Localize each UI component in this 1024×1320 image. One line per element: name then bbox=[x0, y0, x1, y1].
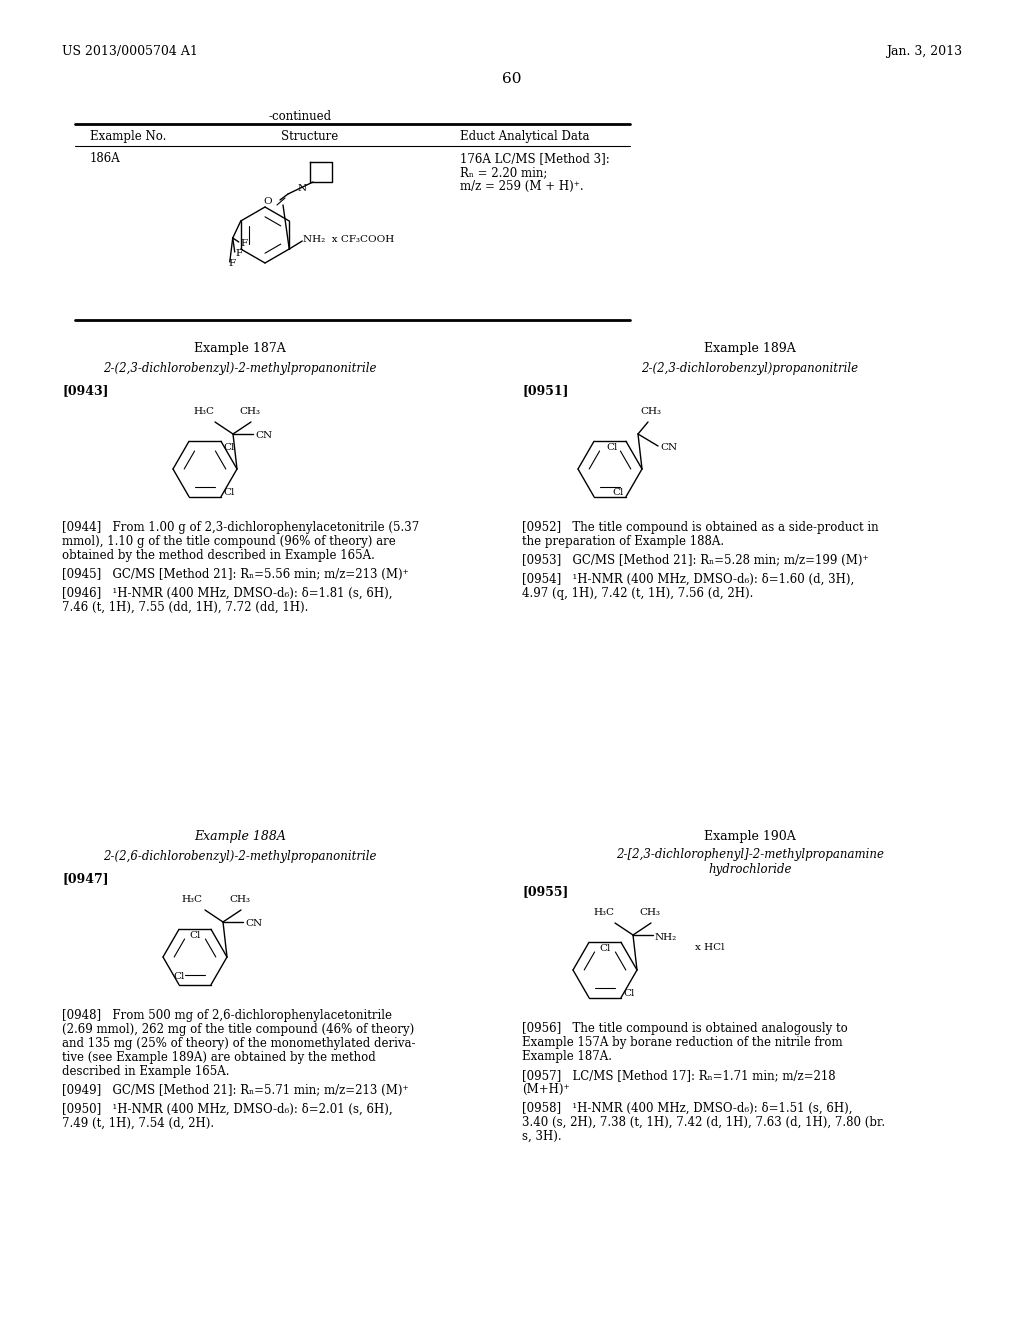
Text: [0948]   From 500 mg of 2,6-dichlorophenylacetonitrile: [0948] From 500 mg of 2,6-dichlorophenyl… bbox=[62, 1008, 392, 1022]
Text: N: N bbox=[297, 183, 306, 193]
Text: Educt Analytical Data: Educt Analytical Data bbox=[460, 129, 590, 143]
Text: 2-(2,3-dichlorobenzyl)propanonitrile: 2-(2,3-dichlorobenzyl)propanonitrile bbox=[641, 362, 858, 375]
Text: 186A: 186A bbox=[90, 152, 121, 165]
Text: Example No.: Example No. bbox=[90, 129, 166, 143]
Text: [0944]   From 1.00 g of 2,3-dichlorophenylacetonitrile (5.37: [0944] From 1.00 g of 2,3-dichlorophenyl… bbox=[62, 521, 419, 535]
Text: O: O bbox=[264, 198, 272, 206]
Text: H₃C: H₃C bbox=[193, 407, 214, 416]
Text: Structure: Structure bbox=[282, 129, 339, 143]
Text: 3.40 (s, 2H), 7.38 (t, 1H), 7.42 (d, 1H), 7.63 (d, 1H), 7.80 (br.: 3.40 (s, 2H), 7.38 (t, 1H), 7.42 (d, 1H)… bbox=[522, 1115, 885, 1129]
Text: 7.46 (t, 1H), 7.55 (dd, 1H), 7.72 (dd, 1H).: 7.46 (t, 1H), 7.55 (dd, 1H), 7.72 (dd, 1… bbox=[62, 601, 308, 614]
Text: F: F bbox=[236, 249, 243, 259]
Text: [0943]: [0943] bbox=[62, 384, 109, 397]
Text: CH₃: CH₃ bbox=[640, 407, 662, 416]
Text: Cl: Cl bbox=[623, 989, 635, 998]
Text: [0949]   GC/MS [Method 21]: Rₙ=5.71 min; m/z=213 (M)⁺: [0949] GC/MS [Method 21]: Rₙ=5.71 min; m… bbox=[62, 1084, 409, 1097]
Text: Cl: Cl bbox=[173, 973, 184, 981]
Text: F: F bbox=[241, 239, 248, 248]
Text: obtained by the method described in Example 165A.: obtained by the method described in Exam… bbox=[62, 549, 375, 562]
Text: hydrochloride: hydrochloride bbox=[709, 863, 792, 876]
Text: [0947]: [0947] bbox=[62, 873, 109, 884]
Text: Cl: Cl bbox=[606, 444, 617, 453]
Text: [0958]   ¹H-NMR (400 MHz, DMSO-d₆): δ=1.51 (s, 6H),: [0958] ¹H-NMR (400 MHz, DMSO-d₆): δ=1.51… bbox=[522, 1102, 853, 1115]
Text: [0950]   ¹H-NMR (400 MHz, DMSO-d₆): δ=2.01 (s, 6H),: [0950] ¹H-NMR (400 MHz, DMSO-d₆): δ=2.01… bbox=[62, 1104, 392, 1115]
Text: [0954]   ¹H-NMR (400 MHz, DMSO-d₆): δ=1.60 (d, 3H),: [0954] ¹H-NMR (400 MHz, DMSO-d₆): δ=1.60… bbox=[522, 573, 854, 586]
Text: 60: 60 bbox=[502, 73, 522, 86]
Text: Example 187A.: Example 187A. bbox=[522, 1049, 612, 1063]
Text: -continued: -continued bbox=[268, 110, 332, 123]
Text: [0955]: [0955] bbox=[522, 884, 568, 898]
Text: 2-(2,3-dichlorobenzyl)-2-methylpropanonitrile: 2-(2,3-dichlorobenzyl)-2-methylpropanoni… bbox=[103, 362, 377, 375]
Text: x HCl: x HCl bbox=[695, 942, 725, 952]
Text: tive (see Example 189A) are obtained by the method: tive (see Example 189A) are obtained by … bbox=[62, 1051, 376, 1064]
Text: CH₃: CH₃ bbox=[639, 908, 660, 917]
Text: [0951]: [0951] bbox=[522, 384, 568, 397]
Text: Cl: Cl bbox=[189, 932, 201, 940]
Text: s, 3H).: s, 3H). bbox=[522, 1130, 561, 1143]
Text: Jan. 3, 2013: Jan. 3, 2013 bbox=[886, 45, 962, 58]
Text: H₃C: H₃C bbox=[181, 895, 202, 904]
Text: [0952]   The title compound is obtained as a side-product in: [0952] The title compound is obtained as… bbox=[522, 521, 879, 535]
Text: Example 188A: Example 188A bbox=[195, 830, 286, 843]
Text: Example 187A: Example 187A bbox=[195, 342, 286, 355]
Text: and 135 mg (25% of theory) of the monomethylated deriva-: and 135 mg (25% of theory) of the monome… bbox=[62, 1038, 416, 1049]
Text: [0945]   GC/MS [Method 21]: Rₙ=5.56 min; m/z=213 (M)⁺: [0945] GC/MS [Method 21]: Rₙ=5.56 min; m… bbox=[62, 568, 409, 581]
Text: Example 189A: Example 189A bbox=[705, 342, 796, 355]
Text: [0953]   GC/MS [Method 21]: Rₙ=5.28 min; m/z=199 (M)⁺: [0953] GC/MS [Method 21]: Rₙ=5.28 min; m… bbox=[522, 554, 868, 568]
Text: NH₂  x CF₃COOH: NH₂ x CF₃COOH bbox=[303, 235, 394, 244]
Text: Cl: Cl bbox=[223, 488, 234, 498]
Text: CN: CN bbox=[660, 444, 677, 453]
Text: (2.69 mmol), 262 mg of the title compound (46% of theory): (2.69 mmol), 262 mg of the title compoun… bbox=[62, 1023, 415, 1036]
Text: 7.49 (t, 1H), 7.54 (d, 2H).: 7.49 (t, 1H), 7.54 (d, 2H). bbox=[62, 1117, 214, 1130]
Text: NH₂: NH₂ bbox=[655, 932, 677, 941]
Text: described in Example 165A.: described in Example 165A. bbox=[62, 1065, 229, 1078]
Text: [0957]   LC/MS [Method 17]: Rₙ=1.71 min; m/z=218: [0957] LC/MS [Method 17]: Rₙ=1.71 min; m… bbox=[522, 1069, 836, 1082]
Text: Rₙ = 2.20 min;: Rₙ = 2.20 min; bbox=[460, 166, 548, 180]
Text: m/z = 259 (M + H)⁺.: m/z = 259 (M + H)⁺. bbox=[460, 180, 584, 193]
Text: mmol), 1.10 g of the title compound (96% of theory) are: mmol), 1.10 g of the title compound (96%… bbox=[62, 535, 395, 548]
Text: 2-[2,3-dichlorophenyl]-2-methylpropanamine: 2-[2,3-dichlorophenyl]-2-methylpropanami… bbox=[616, 847, 884, 861]
Text: Example 157A by borane reduction of the nitrile from: Example 157A by borane reduction of the … bbox=[522, 1036, 843, 1049]
Text: (M+H)⁺: (M+H)⁺ bbox=[522, 1082, 569, 1096]
Text: CN: CN bbox=[245, 920, 262, 928]
Text: the preparation of Example 188A.: the preparation of Example 188A. bbox=[522, 535, 724, 548]
Text: H₃C: H₃C bbox=[593, 908, 614, 917]
Text: CH₃: CH₃ bbox=[229, 895, 250, 904]
Text: F: F bbox=[228, 260, 236, 268]
Text: 176A LC/MS [Method 3]:: 176A LC/MS [Method 3]: bbox=[460, 152, 609, 165]
Text: Cl: Cl bbox=[223, 444, 234, 453]
Text: Cl: Cl bbox=[599, 944, 610, 953]
Text: 4.97 (q, 1H), 7.42 (t, 1H), 7.56 (d, 2H).: 4.97 (q, 1H), 7.42 (t, 1H), 7.56 (d, 2H)… bbox=[522, 587, 754, 601]
Text: [0946]   ¹H-NMR (400 MHz, DMSO-d₆): δ=1.81 (s, 6H),: [0946] ¹H-NMR (400 MHz, DMSO-d₆): δ=1.81… bbox=[62, 587, 392, 601]
Text: CH₃: CH₃ bbox=[239, 407, 260, 416]
Text: CN: CN bbox=[255, 432, 272, 441]
Text: [0956]   The title compound is obtained analogously to: [0956] The title compound is obtained an… bbox=[522, 1022, 848, 1035]
Text: US 2013/0005704 A1: US 2013/0005704 A1 bbox=[62, 45, 198, 58]
Text: Cl: Cl bbox=[612, 488, 624, 498]
Text: Example 190A: Example 190A bbox=[705, 830, 796, 843]
Text: 2-(2,6-dichlorobenzyl)-2-methylpropanonitrile: 2-(2,6-dichlorobenzyl)-2-methylpropanoni… bbox=[103, 850, 377, 863]
